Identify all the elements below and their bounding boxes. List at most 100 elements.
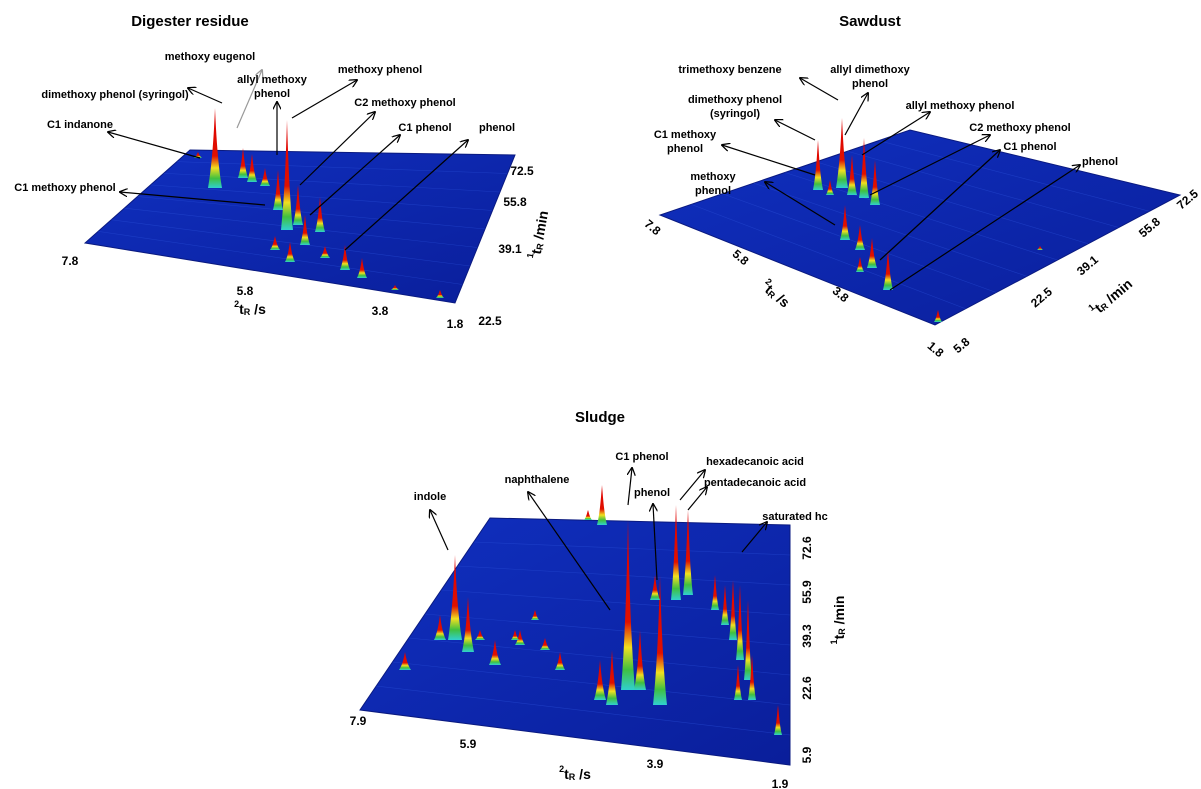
- annotation-label: phenol: [634, 487, 670, 499]
- x-axis-label: 2tR /s: [758, 277, 794, 311]
- annotation-arrow: [844, 93, 868, 136]
- x-tick-label: 5.9: [460, 737, 477, 751]
- x-tick-label: 1.8: [447, 317, 464, 331]
- surface-ripple: [847, 150, 1119, 228]
- annotation-label: C1 methoxy phenol: [14, 182, 115, 194]
- annotation-arrow: [309, 135, 400, 216]
- peak: [594, 660, 606, 700]
- peak: [934, 310, 942, 322]
- axis-label-unit: /s: [250, 301, 266, 317]
- annotation-arrow: [889, 165, 1080, 291]
- peak: [462, 597, 474, 652]
- x-tick-label: 7.9: [350, 714, 367, 728]
- surface-ripple: [376, 685, 791, 736]
- peak: [855, 225, 865, 250]
- annotation-label: dimethoxy phenol (syringol): [41, 89, 189, 101]
- y-tick-label: 39.1: [1074, 252, 1101, 278]
- peak: [247, 154, 257, 182]
- annotation-label: phenol: [1082, 156, 1118, 168]
- peak: [671, 505, 681, 600]
- annotation-arrow: [653, 504, 658, 581]
- annotation-label: phenol: [695, 185, 731, 197]
- surface-plane: [658, 129, 1182, 326]
- annotation-arrow: [722, 145, 816, 176]
- peak: [840, 205, 850, 240]
- peak: [540, 638, 550, 650]
- annotation-label: C2 methoxy phenol: [354, 97, 455, 109]
- axis-label-base: t: [831, 634, 847, 639]
- peak: [489, 640, 501, 665]
- surface-ripple: [176, 161, 508, 174]
- axis-label-sub: R: [837, 628, 847, 635]
- peak: [683, 510, 693, 595]
- peak: [399, 652, 411, 670]
- annotation-label: C1 phenol: [1003, 141, 1056, 153]
- peak: [748, 655, 756, 700]
- annotation-arrow: [879, 150, 1000, 261]
- annotation-label: phenol: [479, 122, 515, 134]
- peak: [721, 585, 729, 625]
- peak: [293, 185, 303, 225]
- axis-label-sub: R: [244, 307, 251, 317]
- peak: [273, 170, 283, 210]
- x-tick-label: 3.9: [647, 757, 664, 771]
- annotation-arrow: [430, 510, 449, 551]
- annotation-label: dimethoxy phenol: [688, 94, 782, 106]
- surface-plane: [359, 517, 791, 766]
- annotation-arrow: [344, 140, 468, 251]
- annotation-arrow: [299, 112, 375, 186]
- axis-label-unit: /s: [575, 766, 591, 782]
- x-axis-label: 2tR /s: [559, 764, 591, 782]
- axis-label-sub: R: [535, 242, 546, 251]
- annotation-arrow: [236, 70, 262, 129]
- surface-ripple: [878, 140, 1150, 212]
- x-tick-label: 7.8: [642, 217, 664, 239]
- annotation-label: pentadecanoic acid: [704, 477, 806, 489]
- axis-label-sup: 1: [829, 639, 839, 644]
- peak: [744, 600, 752, 680]
- annotation-label: C1 indanone: [47, 119, 113, 131]
- annotation-arrow: [188, 88, 223, 104]
- panel-title: Digester residue: [131, 13, 249, 30]
- annotation-label: indole: [414, 491, 446, 503]
- annotation-label: saturated hc: [762, 511, 827, 523]
- annotation-label: phenol: [852, 78, 888, 90]
- annotation-label: methoxy eugenol: [165, 51, 255, 63]
- surface-ripple: [111, 219, 471, 267]
- peak: [281, 120, 293, 230]
- peak: [434, 615, 446, 640]
- axis-label-sup: 2: [559, 764, 564, 774]
- peak: [584, 510, 592, 520]
- peak: [734, 665, 742, 700]
- axis-label-sub: R: [1099, 301, 1111, 313]
- annotation-arrow: [120, 192, 266, 206]
- x-tick-label: 3.8: [372, 304, 389, 318]
- annotation-label: C1 phenol: [615, 451, 668, 463]
- y-tick-label: 72.6: [800, 536, 814, 560]
- annotation-arrow: [869, 135, 990, 196]
- peak: [836, 118, 848, 188]
- peak: [555, 652, 565, 670]
- annotation-arrow: [628, 468, 632, 506]
- y-tick-label: 22.5: [478, 314, 502, 328]
- surface-plane: [83, 149, 516, 304]
- axis-label-sup: 2: [763, 277, 773, 288]
- peak: [867, 238, 877, 268]
- panel-title: Sawdust: [839, 13, 901, 30]
- axis-label-sup: 1: [1086, 302, 1096, 313]
- annotation-arrow: [528, 492, 611, 611]
- x-tick-label: 1.8: [925, 339, 947, 361]
- y-axis-label: 1tR /min: [1086, 274, 1135, 319]
- annotation-arrow: [291, 80, 357, 119]
- x-axis-label: 2tR /s: [234, 299, 266, 317]
- annotation-label: C1 methoxy: [654, 129, 717, 141]
- peak: [270, 236, 280, 250]
- peak: [285, 242, 295, 262]
- annotation-label: hexadecanoic acid: [706, 456, 804, 468]
- peak: [238, 148, 248, 178]
- y-tick-label: 5.8: [951, 334, 973, 356]
- annotation-label: allyl methoxy phenol: [906, 100, 1015, 112]
- peak: [813, 140, 823, 190]
- peak: [300, 215, 310, 245]
